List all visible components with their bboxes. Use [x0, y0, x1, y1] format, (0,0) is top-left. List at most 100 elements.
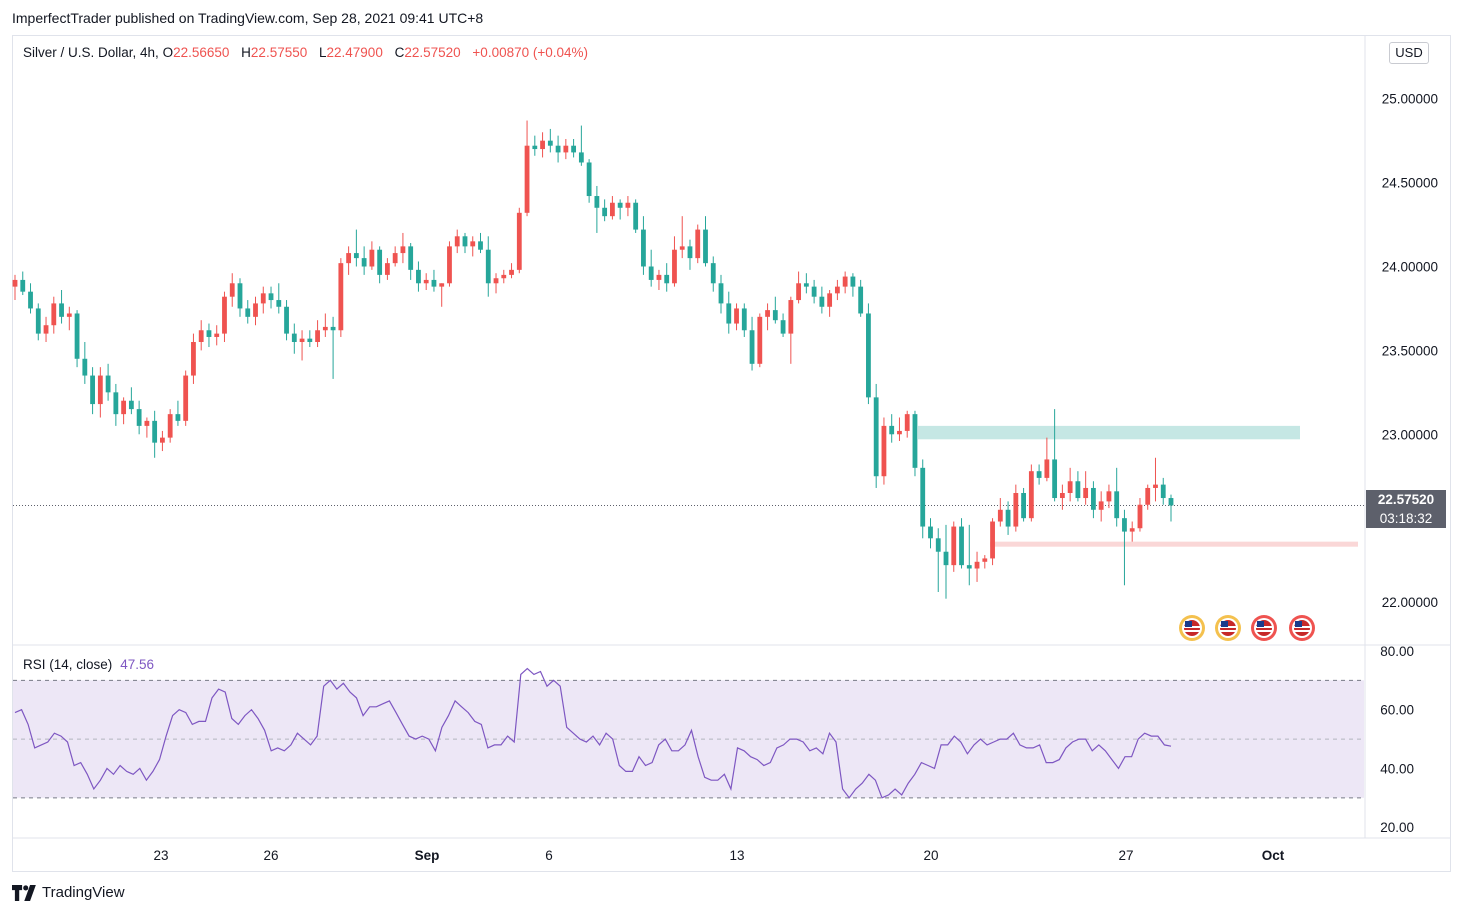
us-flag-event-icon[interactable]: [1215, 615, 1241, 641]
support-zone: [990, 541, 1358, 547]
candle: [524, 120, 530, 217]
candle: [664, 263, 670, 292]
candle-body: [361, 258, 367, 267]
candle: [803, 273, 809, 294]
event-markers[interactable]: [1179, 615, 1315, 641]
candle-body: [974, 561, 980, 569]
candle-body: [214, 333, 220, 337]
candle: [718, 274, 724, 314]
candle-body: [35, 308, 41, 334]
candle-body: [400, 246, 406, 254]
us-flag-event-icon[interactable]: [1251, 615, 1277, 641]
candle-body: [322, 326, 328, 331]
candle: [656, 269, 662, 290]
candle: [974, 551, 980, 582]
candle-body: [260, 293, 266, 304]
time-axis-label: Oct: [1262, 848, 1285, 863]
candle-body: [710, 263, 716, 284]
candle: [59, 289, 64, 324]
candle-body: [842, 276, 848, 287]
candle-body: [625, 202, 631, 208]
candle-body: [609, 202, 615, 217]
candle-body: [1044, 459, 1050, 478]
candle-body: [315, 330, 320, 342]
bar-countdown: 03:18:32: [1379, 511, 1433, 526]
candle: [695, 224, 701, 264]
candle: [1160, 477, 1166, 505]
candle-body: [897, 430, 902, 435]
us-flag-event-icon[interactable]: [1179, 615, 1205, 641]
candle: [827, 289, 833, 317]
candle-body: [749, 330, 755, 364]
candle: [904, 410, 910, 438]
candle: [229, 273, 235, 307]
candle-body: [338, 263, 344, 331]
rsi-line: [14, 667, 1172, 799]
candle-body: [1129, 528, 1135, 532]
candle: [167, 409, 173, 443]
candle-body: [284, 306, 289, 334]
candle-body: [532, 145, 538, 150]
candle-body: [470, 241, 476, 247]
rsi-axis-label: 60.00: [1380, 703, 1414, 718]
candle: [578, 125, 584, 166]
price-axis-label: 24.50000: [1382, 176, 1438, 191]
candle-body: [74, 313, 80, 359]
candle: [1013, 484, 1019, 532]
candle-body: [703, 229, 708, 264]
candle-body: [28, 291, 33, 309]
candle-body: [431, 279, 437, 287]
price-axis-label: 23.50000: [1382, 343, 1438, 358]
candle-body: [819, 296, 825, 307]
candle-body: [1059, 493, 1065, 499]
candle-body: [229, 283, 235, 297]
candle-body: [175, 414, 181, 421]
candle-body: [943, 551, 949, 566]
candle-body: [501, 274, 507, 279]
candle: [454, 229, 460, 254]
candle: [377, 246, 383, 284]
candle-body: [850, 276, 856, 287]
chart-frame: [12, 35, 1451, 872]
publish-caption: ImperfectTrader published on TradingView…: [12, 10, 484, 26]
symbol-legend: Silver / U.S. Dollar, 4h, O22.56650 H22.…: [23, 45, 596, 60]
candle: [43, 316, 49, 342]
candle: [982, 555, 988, 569]
candle: [322, 313, 328, 337]
candle-body: [198, 330, 204, 342]
candle-body: [866, 313, 871, 398]
currency-button[interactable]: USD: [1389, 42, 1429, 64]
candle: [757, 313, 763, 368]
candle: [1122, 509, 1127, 586]
candle: [160, 430, 165, 452]
candle-body: [656, 274, 662, 280]
candle: [493, 273, 499, 294]
footer-brand[interactable]: TradingView: [12, 884, 125, 901]
candle: [12, 274, 18, 301]
candle-body: [1083, 487, 1089, 499]
candle: [563, 138, 569, 160]
candle-body: [928, 526, 933, 539]
us-flag-event-icon[interactable]: [1289, 615, 1315, 641]
candle-body: [687, 246, 693, 259]
candle: [586, 159, 592, 203]
candle-body: [1160, 484, 1166, 499]
candle: [35, 303, 41, 341]
time-axis-label: 27: [1118, 848, 1133, 863]
candle-body: [82, 358, 88, 376]
candle: [206, 323, 212, 348]
candle: [1044, 437, 1050, 482]
candle: [392, 246, 398, 267]
tradingview-logo-icon: [12, 884, 36, 901]
candle: [276, 283, 282, 314]
candle: [509, 263, 514, 279]
candle: [214, 325, 220, 346]
candle: [951, 521, 957, 572]
candle: [191, 333, 196, 384]
candle: [431, 269, 437, 292]
candle-body: [765, 310, 770, 317]
candle: [1098, 491, 1104, 522]
candle-body: [834, 286, 840, 294]
candle-body: [144, 420, 150, 426]
candle-body: [796, 283, 802, 301]
